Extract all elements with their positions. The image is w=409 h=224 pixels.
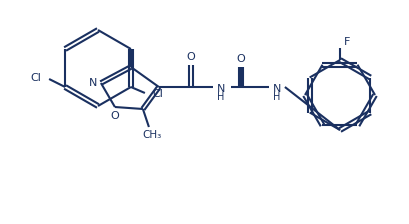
Text: O: O <box>186 52 195 62</box>
Text: F: F <box>343 37 349 47</box>
Text: N: N <box>272 84 281 94</box>
Text: N: N <box>88 78 97 88</box>
Text: H: H <box>217 92 224 102</box>
Text: Cl: Cl <box>152 89 163 99</box>
Text: O: O <box>110 111 119 121</box>
Text: O: O <box>236 54 245 64</box>
Text: N: N <box>216 84 225 94</box>
Text: CH₃: CH₃ <box>142 130 161 140</box>
Text: H: H <box>272 92 280 102</box>
Text: Cl: Cl <box>31 73 41 83</box>
